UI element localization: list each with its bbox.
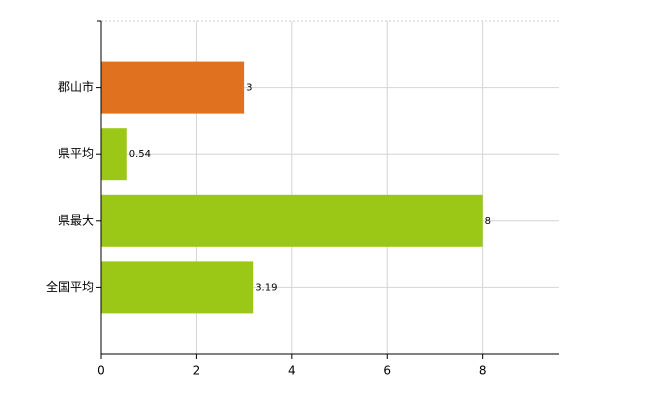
x-tick-label: 8 [479, 364, 487, 378]
x-tick-label: 2 [193, 364, 201, 378]
y-tick-label: 郡山市 [58, 79, 94, 94]
x-tick-label: 6 [383, 364, 391, 378]
bar [101, 194, 483, 247]
x-tick-label: 0 [97, 364, 105, 378]
y-tick-label: 県平均 [58, 147, 94, 161]
y-tick-label: 全国平均 [46, 279, 94, 294]
y-tick-label: 県最大 [58, 213, 94, 227]
bar [101, 261, 254, 314]
value-label: 0.54 [129, 149, 151, 160]
bar [101, 61, 245, 114]
value-label: 3 [246, 83, 252, 94]
bar [101, 128, 127, 181]
value-label: 8 [485, 216, 491, 227]
value-label: 3.19 [255, 282, 277, 293]
x-tick-label: 4 [288, 364, 296, 378]
